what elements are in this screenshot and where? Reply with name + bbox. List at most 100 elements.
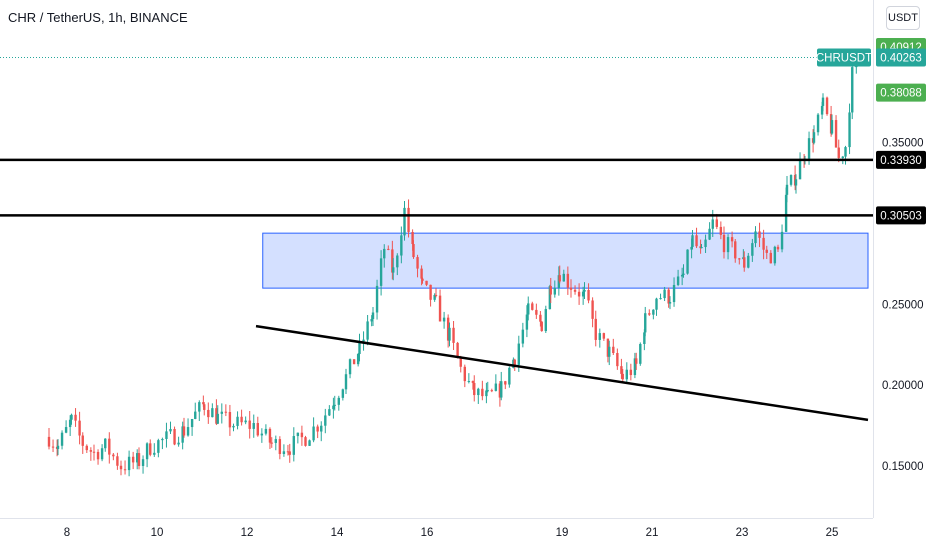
candle-body xyxy=(452,327,455,343)
candle xyxy=(429,284,432,307)
currency-button[interactable]: USDT xyxy=(886,6,920,30)
candle-body xyxy=(711,219,714,229)
candle xyxy=(324,408,327,434)
candle xyxy=(456,341,459,359)
candle-body xyxy=(734,241,737,259)
candle xyxy=(70,413,73,425)
candle-body xyxy=(224,411,228,413)
candle xyxy=(407,199,410,238)
candle xyxy=(358,333,361,362)
candle-body xyxy=(841,156,844,158)
candle-body xyxy=(540,321,543,332)
candle-body xyxy=(320,425,323,432)
candle xyxy=(825,96,829,116)
candle xyxy=(473,375,476,402)
candle xyxy=(780,224,784,253)
candle xyxy=(844,145,847,165)
candle-body xyxy=(816,114,820,133)
candle xyxy=(695,227,698,249)
candle xyxy=(145,442,149,468)
candle xyxy=(816,113,820,136)
candle xyxy=(834,115,838,148)
candle-body xyxy=(161,438,164,441)
x-tick-label: 16 xyxy=(421,527,434,539)
candle xyxy=(837,139,840,163)
candle xyxy=(400,226,403,264)
candle-body xyxy=(490,390,493,392)
candle-body xyxy=(100,448,104,460)
candle xyxy=(260,428,264,443)
candle-body xyxy=(629,369,633,376)
candle-body xyxy=(652,309,655,315)
candle-body xyxy=(324,415,327,426)
candle-body xyxy=(583,290,586,292)
candle-body xyxy=(89,450,93,452)
candle-body xyxy=(333,404,336,406)
candle-body xyxy=(85,445,88,451)
candle-body xyxy=(145,443,149,460)
candle-body xyxy=(643,332,646,344)
candle-body xyxy=(581,291,585,297)
candle xyxy=(412,240,415,259)
candle-body xyxy=(549,286,552,295)
candle-body xyxy=(844,147,847,157)
candle-body xyxy=(446,317,450,341)
candle-body xyxy=(288,451,291,455)
candle-body xyxy=(621,373,624,380)
candle xyxy=(131,451,135,470)
candle xyxy=(190,418,194,436)
price-label: 0.33930 xyxy=(876,150,926,169)
candle xyxy=(776,244,780,252)
candle-body xyxy=(798,159,802,180)
price-label-bg xyxy=(876,206,926,225)
candle-body xyxy=(830,120,834,134)
candle xyxy=(153,443,156,457)
candle-body xyxy=(141,459,145,466)
candle-body xyxy=(332,405,335,410)
candle-body xyxy=(270,442,273,444)
candle-body xyxy=(348,359,352,375)
candle xyxy=(477,387,480,404)
candle-body xyxy=(682,273,685,275)
candle xyxy=(165,422,168,448)
candle-body xyxy=(220,411,223,414)
candle-body xyxy=(131,456,135,463)
candle-body xyxy=(789,175,793,185)
candle xyxy=(540,321,543,332)
candle-body xyxy=(274,439,277,443)
candle-body xyxy=(412,244,415,258)
candle xyxy=(625,362,628,383)
symbol-label: CHRUSDT xyxy=(816,48,872,67)
x-tick-label: 25 xyxy=(826,527,839,539)
candle xyxy=(252,414,255,438)
candle xyxy=(78,411,81,445)
candle-body xyxy=(108,438,111,455)
candle xyxy=(691,229,694,250)
candle xyxy=(612,338,615,356)
candle-body xyxy=(228,412,232,428)
candle-body xyxy=(486,390,489,392)
candle xyxy=(127,450,131,477)
x-tick-label: 14 xyxy=(331,527,344,539)
candle-body xyxy=(370,319,373,322)
candle xyxy=(508,366,511,388)
candle xyxy=(337,395,340,411)
candle xyxy=(504,380,507,390)
candle-body xyxy=(416,257,419,269)
price-label-text: CHRUSDT xyxy=(816,52,872,64)
candle xyxy=(100,444,104,462)
candle-body xyxy=(425,280,428,285)
x-tick-label: 10 xyxy=(151,527,164,539)
candle xyxy=(51,439,55,453)
candle-body xyxy=(471,381,475,383)
candle xyxy=(282,444,286,457)
candle-body xyxy=(751,243,754,256)
candle-body xyxy=(508,367,511,385)
candle xyxy=(730,231,734,248)
candle-body xyxy=(211,408,214,418)
candle-body xyxy=(371,312,375,320)
candle xyxy=(743,251,746,272)
x-tick-label: 21 xyxy=(646,527,659,539)
